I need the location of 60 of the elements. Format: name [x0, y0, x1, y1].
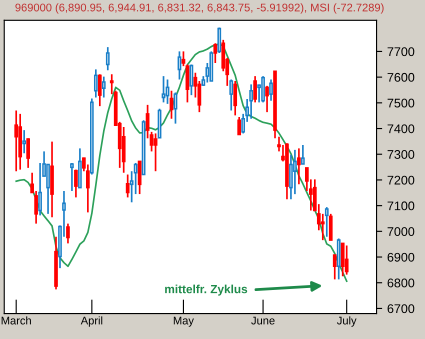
candlestick — [102, 76, 106, 98]
candlestick — [178, 50, 182, 80]
candlestick — [293, 149, 297, 195]
y-tick-label: 6900 — [388, 252, 414, 262]
candlestick — [190, 64, 194, 96]
candlestick — [46, 164, 50, 215]
candlestick — [66, 222, 70, 244]
candlestick — [229, 78, 234, 112]
candlestick — [233, 80, 238, 116]
candlestick — [265, 85, 269, 113]
x-tick-label: March — [2, 316, 31, 325]
candlestick — [138, 160, 142, 195]
candlestick — [344, 244, 349, 276]
candlestick — [14, 110, 18, 172]
candlestick — [237, 116, 242, 136]
y-tick-label: 6800 — [388, 278, 414, 288]
candlestick — [213, 42, 218, 64]
candlestick — [166, 78, 170, 105]
line-series — [15, 43, 348, 282]
candlestick — [217, 26, 222, 54]
candlestick — [261, 75, 265, 104]
candlestick — [170, 90, 174, 120]
candlestick — [38, 162, 42, 216]
candlestick — [98, 73, 102, 108]
candlestick — [26, 137, 30, 169]
candlestick — [249, 84, 253, 120]
y-tick-label: 7500 — [388, 98, 414, 108]
chart-title: 969000 (6,890.95, 6,944.91, 6,831.32, 6,843.75, -5.91992), MSI (-72.7289) — [15, 3, 384, 14]
candlestick — [106, 46, 110, 72]
candlestick — [320, 213, 325, 241]
candlestick — [289, 154, 293, 200]
candlestick — [74, 168, 78, 198]
candlestick — [269, 78, 273, 102]
y-tick-label: 7200 — [388, 176, 414, 185]
y-tick-label: 7100 — [388, 201, 414, 210]
candlestick — [340, 242, 345, 278]
y-tick-label: 7400 — [388, 124, 414, 134]
candlestick — [324, 206, 329, 238]
candlestick — [162, 75, 166, 104]
y-tick-label: 7000 — [388, 227, 414, 236]
candlestick — [154, 132, 158, 172]
y-tick-label: 7700 — [388, 47, 414, 56]
candlestick — [174, 92, 178, 124]
candlestick — [253, 75, 257, 104]
candlestick — [332, 254, 337, 280]
x-tick-label: July — [336, 316, 357, 327]
candlestick — [22, 129, 26, 154]
candlestick — [126, 174, 130, 198]
y-tick-label: 6700 — [388, 304, 414, 314]
x-tick-label: June — [251, 316, 275, 325]
candlestick — [94, 68, 98, 98]
candlestick — [297, 147, 301, 186]
x-tick-label: May — [174, 316, 194, 327]
y-tick-label: 7300 — [388, 150, 414, 159]
annotation: mittelfr. Zyklus — [165, 284, 248, 296]
candlestick — [328, 213, 333, 241]
x-tick-label: April — [80, 316, 102, 327]
candlestick — [301, 144, 305, 166]
y-tick-label: 7600 — [388, 72, 414, 82]
candlestick — [70, 162, 74, 192]
